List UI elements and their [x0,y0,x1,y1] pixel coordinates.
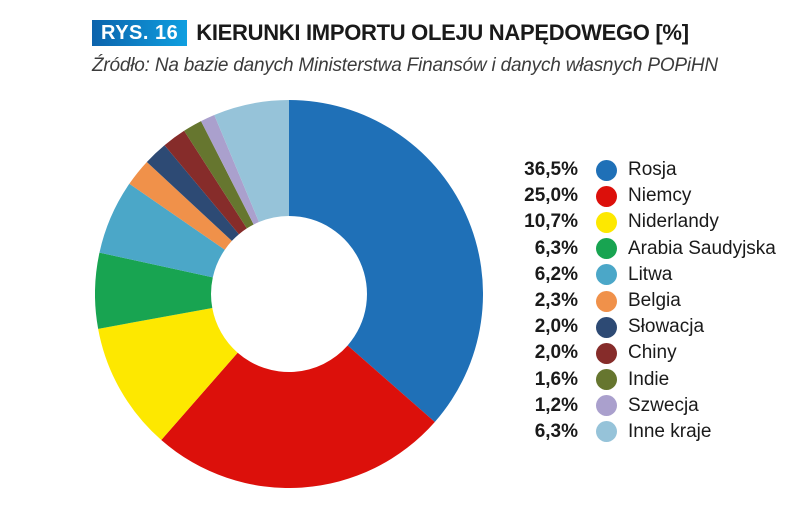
legend-dot-icon [596,421,617,443]
donut-slice-litwa [99,183,225,278]
legend-row: 6,2% Litwa [520,262,776,288]
legend-row: 36,5% Rosja [520,157,776,183]
legend-label: Słowacja [628,316,705,338]
donut-slice-chiny [164,130,247,235]
legend-label: Inne kraje [628,420,712,442]
legend-row: 1,6% Indie [520,367,776,393]
legend-row: 2,0% Chiny [520,340,776,366]
legend-label: Niderlandy [628,211,719,233]
legend-percent: 6,3% [534,420,578,442]
legend-row: 1,2% Szwecja [520,393,776,419]
legend-label: Indie [628,368,670,390]
legend-row: 25,0% Niemcy [520,183,776,209]
donut-slice-niderlandy [98,308,238,441]
legend-dot-icon [596,290,617,312]
legend-dot-icon [596,369,617,391]
legend-percent: 1,6% [534,368,578,390]
legend-percent: 6,2% [534,263,578,285]
donut-slice-indie [184,121,254,229]
legend-dot-icon [596,342,617,364]
donut-slice-arabia-saudyjska [95,252,213,329]
legend-dot-icon [596,238,617,260]
legend-label: Niemcy [628,185,692,207]
legend-dot-icon [596,395,617,417]
figure-header: RYS. 16 KIERUNKI IMPORTU OLEJU NAPĘDOWEG… [92,20,689,46]
donut-slice-belgia [129,161,232,250]
legend-label: Litwa [628,263,673,285]
legend-row: 2,0% Słowacja [520,314,776,340]
legend-dot-icon [596,211,617,233]
legend-percent: 1,2% [534,394,578,416]
legend-dot-icon [596,159,617,181]
legend-percent: 2,0% [534,316,578,338]
donut-chart [95,100,483,488]
legend-percent: 6,3% [534,237,578,259]
legend-percent: 25,0% [524,185,578,207]
donut-slice-s-owacja [146,145,239,241]
legend-dot-icon [596,185,617,207]
donut-slice-inne-kraje [214,100,289,223]
donut-slice-niemcy [161,345,435,488]
legend-label: Arabia Saudyjska [628,237,776,259]
legend-label: Rosja [628,159,677,181]
page-title: KIERUNKI IMPORTU OLEJU NAPĘDOWEGO [%] [196,20,689,45]
figure-number-badge: RYS. 16 [92,20,188,46]
legend-percent: 2,3% [534,290,578,312]
legend-percent: 10,7% [524,211,578,233]
legend-label: Szwecja [628,394,699,416]
legend-dot-icon [596,316,617,338]
legend-percent: 2,0% [534,342,578,364]
legend-row: 6,3% Inne kraje [520,419,776,445]
legend-row: 2,3% Belgia [520,288,776,314]
legend-row: 6,3% Arabia Saudyjska [520,236,776,262]
source-caption: Źródło: Na bazie danych Ministerstwa Fin… [92,55,718,76]
legend-percent: 36,5% [524,159,578,181]
donut-slice-rosja [289,100,483,422]
legend-label: Chiny [628,342,677,364]
legend-label: Belgia [628,290,681,312]
legend-dot-icon [596,264,617,286]
legend-row: 10,7% Niderlandy [520,209,776,235]
donut-slice-szwecja [201,114,259,225]
legend: 36,5% Rosja 25,0% Niemcy 10,7% Niderland… [520,157,776,445]
